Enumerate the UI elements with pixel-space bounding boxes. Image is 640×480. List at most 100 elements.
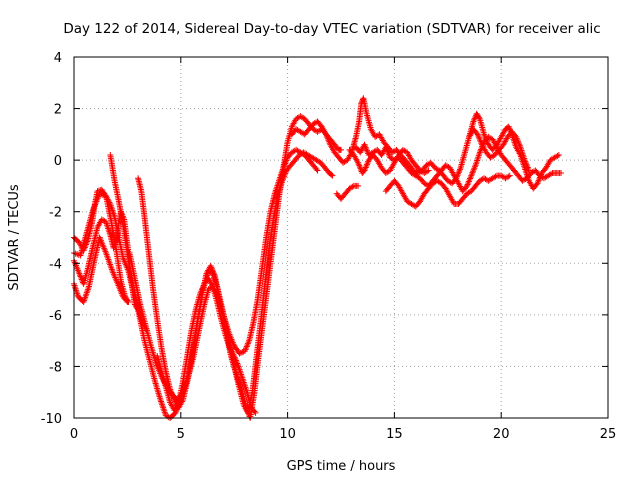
data-point	[326, 140, 333, 147]
data-point	[554, 152, 561, 159]
data-point	[425, 167, 432, 174]
data-point	[477, 138, 484, 145]
data-point	[384, 148, 391, 155]
data-point	[424, 168, 431, 175]
data-point	[548, 170, 555, 177]
data-point	[478, 140, 485, 147]
data-point	[534, 180, 541, 187]
data-series-11	[346, 146, 432, 177]
data-point	[468, 172, 475, 179]
data-point	[78, 275, 85, 282]
data-point	[231, 353, 238, 360]
data-point	[314, 167, 321, 174]
data-point	[476, 149, 483, 156]
data-point	[515, 139, 522, 146]
data-point	[361, 167, 368, 174]
data-point	[244, 342, 251, 349]
y-tick-label: -4	[49, 257, 62, 272]
data-point	[455, 169, 462, 176]
data-point	[385, 150, 392, 157]
data-point	[233, 357, 240, 364]
data-point	[356, 162, 363, 169]
data-point	[467, 175, 474, 182]
data-point	[524, 164, 531, 171]
data-point	[323, 131, 330, 138]
data-point	[457, 166, 464, 173]
y-tick-label: -6	[49, 309, 62, 324]
data-point	[535, 178, 542, 185]
data-point	[513, 135, 520, 142]
data-point	[524, 163, 531, 170]
data-point	[475, 134, 482, 141]
y-tick-label: -10	[41, 412, 62, 427]
data-point	[471, 163, 478, 170]
data-point	[468, 171, 475, 178]
data-point	[329, 172, 336, 179]
data-point	[363, 146, 370, 153]
data-point	[198, 286, 205, 293]
data-point	[385, 151, 392, 158]
data-series-10	[352, 133, 565, 195]
x-tick-label: 25	[600, 427, 617, 442]
data-series-3	[71, 234, 131, 305]
data-point	[464, 181, 471, 188]
data-point	[280, 163, 287, 170]
y-tick-label: 4	[54, 51, 62, 66]
data-point	[362, 165, 369, 172]
data-point	[355, 159, 362, 166]
data-point	[198, 288, 205, 295]
y-tick-label: -8	[49, 360, 62, 375]
data-point	[242, 346, 249, 353]
data-point	[505, 173, 512, 180]
data-point	[465, 178, 472, 185]
data-point	[469, 169, 476, 176]
x-tick-label: 20	[493, 427, 510, 442]
data-point	[382, 144, 389, 151]
data-point	[363, 163, 370, 170]
data-point	[324, 135, 331, 142]
data-point	[363, 161, 370, 168]
data-point	[492, 173, 499, 180]
x-axis-label: GPS time / hours	[287, 459, 396, 474]
data-point	[199, 285, 206, 292]
data-point	[282, 160, 289, 167]
data-point	[326, 138, 333, 145]
x-tick-label: 10	[279, 427, 296, 442]
y-tick-label: 2	[54, 103, 62, 118]
data-point	[364, 160, 371, 167]
data-point	[245, 339, 252, 346]
data-point	[521, 157, 528, 164]
y-tick-label: 0	[54, 154, 62, 169]
data-point	[124, 298, 131, 305]
data-point	[207, 262, 214, 269]
data-point	[349, 183, 356, 190]
data-point	[465, 179, 472, 186]
data-point	[363, 147, 370, 154]
data-point	[516, 142, 523, 149]
data-point	[355, 161, 362, 168]
data-point	[362, 164, 369, 171]
data-point	[355, 182, 362, 189]
data-point	[328, 171, 335, 178]
data-point	[558, 170, 565, 177]
data-point	[324, 134, 331, 141]
data-point	[197, 289, 204, 296]
data-point	[241, 347, 248, 354]
data-point	[280, 164, 287, 171]
data-point	[525, 167, 532, 174]
data-point	[464, 182, 471, 189]
data-point	[243, 345, 250, 352]
data-point	[323, 132, 330, 139]
data-point	[76, 270, 83, 277]
data-series-6	[135, 149, 336, 416]
data-point	[283, 157, 290, 164]
data-point	[251, 408, 258, 415]
data-point	[236, 350, 243, 357]
data-point	[383, 145, 390, 152]
data-point	[555, 151, 562, 158]
data-point	[514, 138, 521, 145]
data-point	[237, 349, 244, 356]
data-point	[466, 177, 473, 184]
